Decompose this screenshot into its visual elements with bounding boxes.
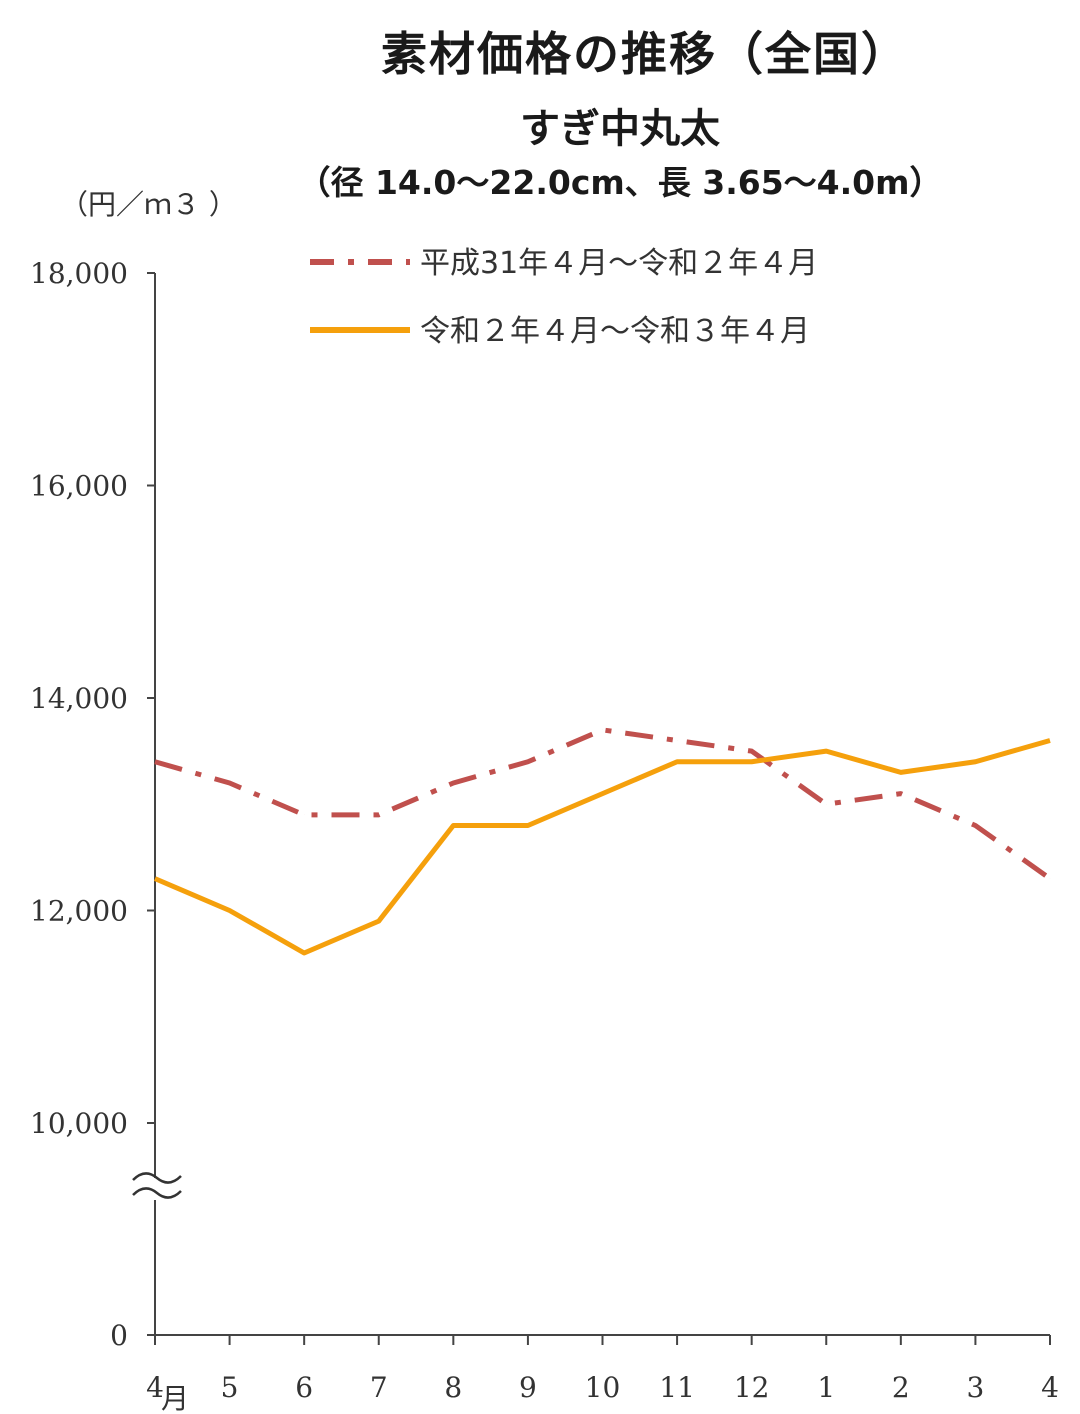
y-tick-label: 10,000 — [30, 1107, 128, 1140]
y-tick-label: 18,000 — [30, 257, 128, 290]
x-tick-unit-label: 月 — [161, 1382, 189, 1414]
y-tick-label: 0 — [110, 1319, 128, 1352]
x-tick-label: 6 — [295, 1371, 313, 1404]
series-layer — [154, 727, 1052, 956]
x-tick-label: 8 — [444, 1371, 462, 1404]
x-tick-label: 3 — [967, 1371, 985, 1404]
legend-label-2: 令和２年４月～令和３年４月 — [420, 314, 810, 349]
y-axis-unit-label: （円／ｍ３ ） — [60, 188, 237, 221]
x-tick-labels: 4月 5 6 7 8 9 10 11 12 1 2 3 4 — [146, 1335, 1059, 1414]
x-tick-label: 4 — [1041, 1371, 1059, 1404]
axis-break-mark — [132, 1172, 182, 1199]
chart-subtitle: すぎ中丸太 — [520, 106, 720, 152]
x-tick-label: 9 — [519, 1371, 537, 1404]
x-tick-label: 2 — [892, 1371, 910, 1404]
x-tick-label: 12 — [734, 1371, 770, 1404]
chart-subtitle-dimensions: （径 14.0～22.0cm、長 3.65～4.0m） — [297, 163, 943, 202]
x-tick-label: 7 — [370, 1371, 388, 1404]
chart-title: 素材価格の推移（全国） — [381, 27, 909, 81]
legend-label-1: 平成31年４月～令和２年４月 — [420, 246, 818, 281]
x-tick-label: 1 — [817, 1371, 835, 1404]
x-tick-label: 10 — [585, 1371, 621, 1404]
series-line-2 — [154, 738, 1051, 956]
y-tick-label: 16,000 — [30, 470, 128, 503]
y-tick-label: 12,000 — [30, 895, 128, 928]
x-tick-label: 4 — [146, 1371, 164, 1404]
y-tick-label: 14,000 — [30, 682, 128, 715]
x-tick-label: 5 — [221, 1371, 239, 1404]
x-tick-label: 11 — [659, 1371, 695, 1404]
series-line-1 — [154, 727, 1052, 881]
axes: 0 10,000 12,000 14,000 16,000 18,000 — [30, 257, 1050, 1352]
